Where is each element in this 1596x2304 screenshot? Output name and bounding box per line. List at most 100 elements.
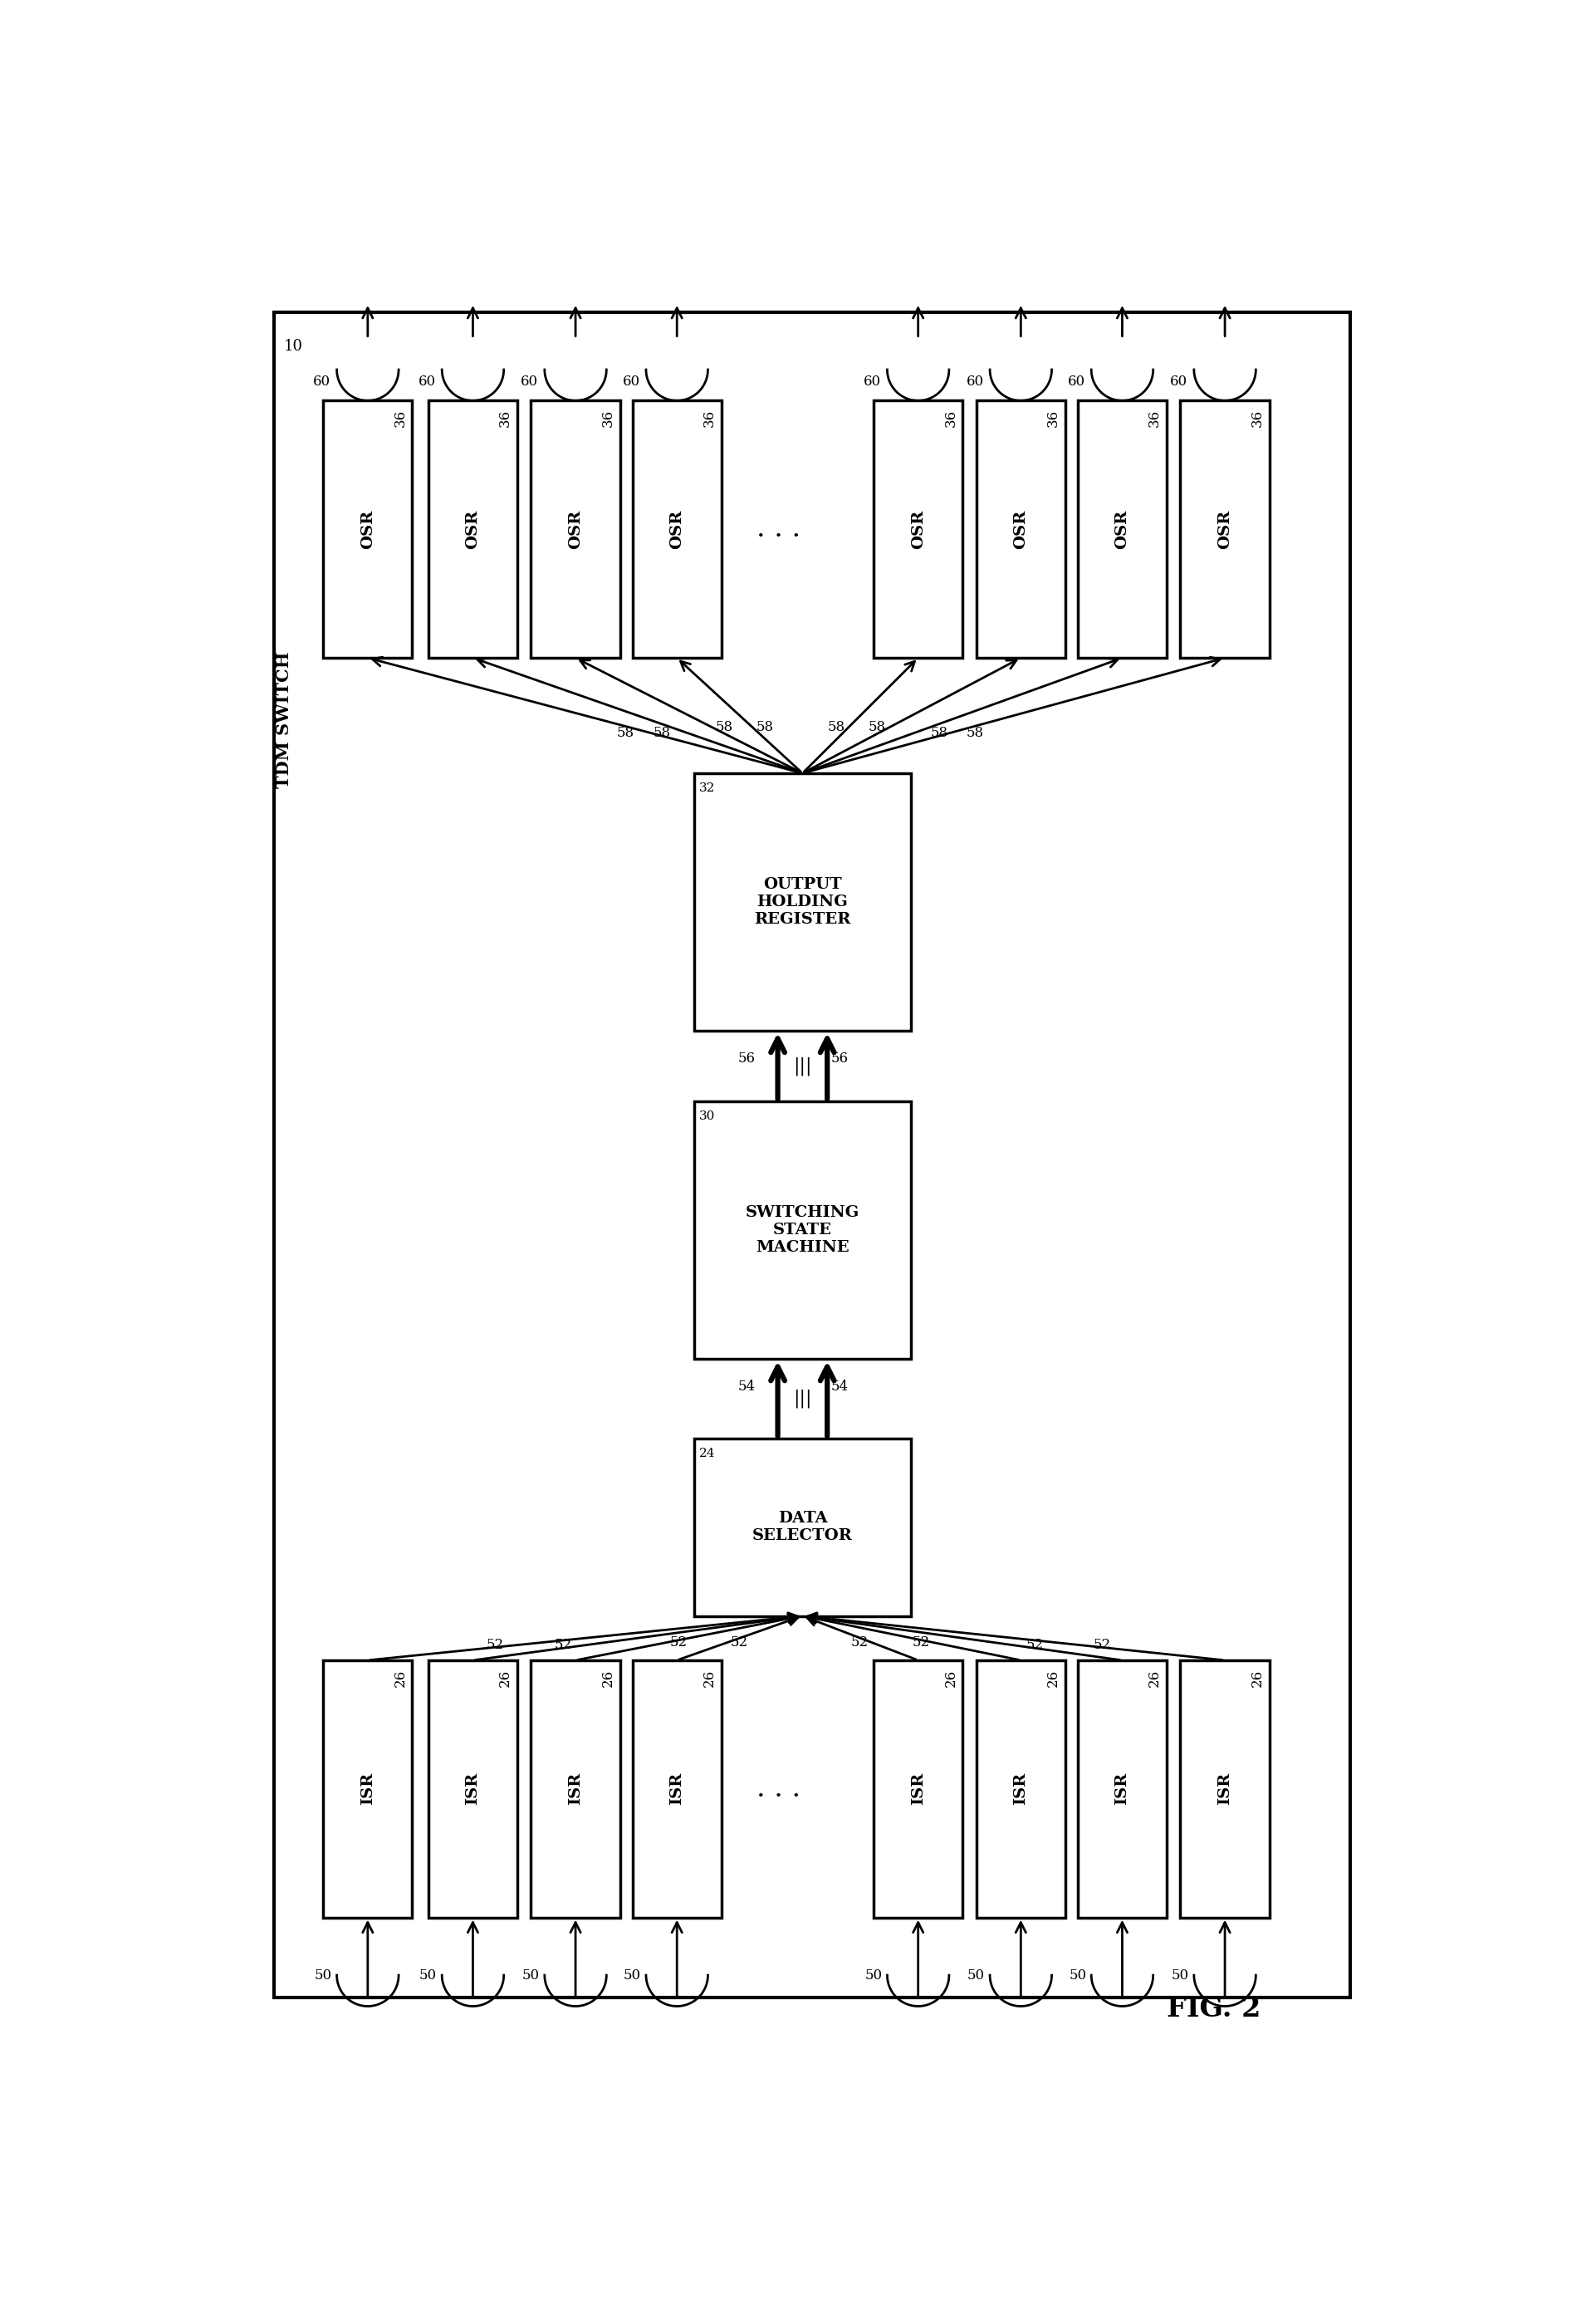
Text: 26: 26 xyxy=(1250,1668,1264,1687)
Text: 56: 56 xyxy=(737,1051,755,1067)
Text: ISR: ISR xyxy=(669,1772,685,1804)
Text: ISR: ISR xyxy=(1013,1772,1028,1804)
Text: 50: 50 xyxy=(420,1968,437,1981)
Text: 52: 52 xyxy=(670,1636,688,1650)
Text: 26: 26 xyxy=(943,1668,958,1687)
Text: 36: 36 xyxy=(1047,410,1060,426)
Text: 52: 52 xyxy=(913,1636,930,1650)
Text: 10: 10 xyxy=(284,339,303,353)
Text: OUTPUT
HOLDING
REGISTER: OUTPUT HOLDING REGISTER xyxy=(755,878,851,926)
Bar xyxy=(322,1661,412,1917)
Text: 50: 50 xyxy=(967,1968,985,1981)
Text: 52: 52 xyxy=(851,1636,868,1650)
Text: 36: 36 xyxy=(498,410,512,426)
Text: 26: 26 xyxy=(602,1668,614,1687)
Text: 54: 54 xyxy=(737,1380,755,1394)
Text: 58: 58 xyxy=(868,721,886,735)
Text: 60: 60 xyxy=(313,376,330,389)
Text: |||: ||| xyxy=(793,1389,812,1408)
Bar xyxy=(694,1438,911,1615)
Bar xyxy=(632,1661,721,1917)
Bar xyxy=(322,401,412,659)
Bar xyxy=(1181,1661,1269,1917)
Text: 26: 26 xyxy=(1047,1668,1060,1687)
Text: FIG. 2: FIG. 2 xyxy=(1167,1995,1261,2023)
Text: 58: 58 xyxy=(616,726,634,740)
Text: . . .: . . . xyxy=(757,516,801,541)
Text: ISR: ISR xyxy=(1218,1772,1232,1804)
Text: 36: 36 xyxy=(602,410,614,426)
Text: OSR: OSR xyxy=(361,509,375,548)
Text: 60: 60 xyxy=(622,376,640,389)
Text: 50: 50 xyxy=(1171,1968,1189,1981)
Text: 32: 32 xyxy=(699,781,715,793)
Text: 56: 56 xyxy=(832,1051,849,1067)
Text: 52: 52 xyxy=(555,1638,573,1652)
Bar xyxy=(275,311,1350,1998)
Text: 52: 52 xyxy=(1093,1638,1111,1652)
Text: ISR: ISR xyxy=(1114,1772,1130,1804)
Text: SWITCHING
STATE
MACHINE: SWITCHING STATE MACHINE xyxy=(745,1205,860,1256)
Text: 58: 58 xyxy=(966,726,983,740)
Text: OSR: OSR xyxy=(466,509,480,548)
Text: 52: 52 xyxy=(487,1638,504,1652)
Bar xyxy=(977,401,1065,659)
Text: 36: 36 xyxy=(1148,410,1162,426)
Text: 60: 60 xyxy=(1170,376,1187,389)
Text: 24: 24 xyxy=(699,1447,715,1458)
Text: OSR: OSR xyxy=(911,509,926,548)
Text: 36: 36 xyxy=(702,410,717,426)
Text: 36: 36 xyxy=(943,410,958,426)
Text: ISR: ISR xyxy=(568,1772,583,1804)
Bar xyxy=(977,1661,1065,1917)
Bar xyxy=(694,774,911,1030)
Text: ISR: ISR xyxy=(911,1772,926,1804)
Text: |||: ||| xyxy=(793,1058,812,1076)
Text: 30: 30 xyxy=(699,1111,715,1122)
Text: 58: 58 xyxy=(757,721,774,735)
Text: 50: 50 xyxy=(522,1968,539,1981)
Text: 58: 58 xyxy=(654,726,672,740)
Bar xyxy=(1181,401,1269,659)
Text: 50: 50 xyxy=(314,1968,332,1981)
Text: 26: 26 xyxy=(1148,1668,1162,1687)
Text: 26: 26 xyxy=(702,1668,717,1687)
Text: ISR: ISR xyxy=(466,1772,480,1804)
Text: 50: 50 xyxy=(624,1968,642,1981)
Text: 58: 58 xyxy=(930,726,948,740)
Text: 52: 52 xyxy=(731,1636,749,1650)
Bar xyxy=(531,401,619,659)
Text: 36: 36 xyxy=(1250,410,1264,426)
Text: 26: 26 xyxy=(498,1668,512,1687)
Text: 60: 60 xyxy=(966,376,983,389)
Bar xyxy=(428,401,517,659)
Bar xyxy=(1077,401,1167,659)
Text: 58: 58 xyxy=(715,721,733,735)
Text: OSR: OSR xyxy=(669,509,685,548)
Bar xyxy=(694,1101,911,1359)
Bar xyxy=(1077,1661,1167,1917)
Text: OSR: OSR xyxy=(1114,509,1130,548)
Text: 60: 60 xyxy=(418,376,436,389)
Text: OSR: OSR xyxy=(568,509,583,548)
Text: 58: 58 xyxy=(828,721,846,735)
Text: . . .: . . . xyxy=(757,1776,801,1802)
Text: OSR: OSR xyxy=(1218,509,1232,548)
Text: ISR: ISR xyxy=(361,1772,375,1804)
Text: 50: 50 xyxy=(865,1968,883,1981)
Text: 60: 60 xyxy=(1068,376,1085,389)
Text: 50: 50 xyxy=(1069,1968,1087,1981)
Text: 26: 26 xyxy=(393,1668,407,1687)
Bar xyxy=(632,401,721,659)
Text: OSR: OSR xyxy=(1013,509,1028,548)
Bar xyxy=(873,401,962,659)
Bar xyxy=(531,1661,619,1917)
Text: 60: 60 xyxy=(863,376,881,389)
Bar xyxy=(428,1661,517,1917)
Text: TDM SWITCH: TDM SWITCH xyxy=(275,652,292,788)
Text: 36: 36 xyxy=(393,410,407,426)
Text: DATA
SELECTOR: DATA SELECTOR xyxy=(752,1511,852,1544)
Text: 60: 60 xyxy=(520,376,538,389)
Bar xyxy=(873,1661,962,1917)
Text: 52: 52 xyxy=(1026,1638,1044,1652)
